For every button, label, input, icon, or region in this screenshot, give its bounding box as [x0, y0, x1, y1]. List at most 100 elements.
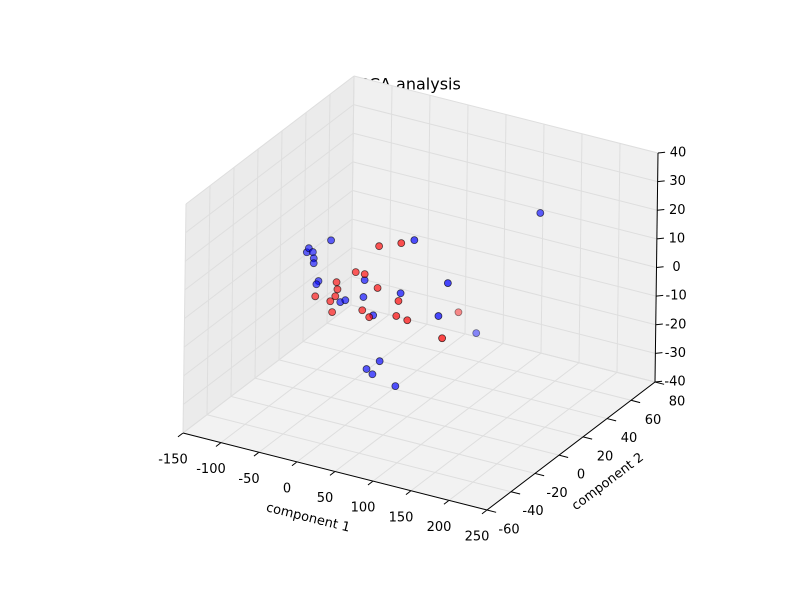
tick-mark: [655, 323, 663, 326]
grid-line: [326, 322, 632, 401]
z-tick-label: -40: [664, 375, 685, 390]
y-tick-label: -60: [498, 523, 519, 538]
data-point: [365, 313, 374, 322]
tick-mark: [177, 432, 184, 438]
data-point: [358, 306, 367, 315]
tick-mark: [291, 461, 298, 467]
x-axis-label: component 1: [264, 500, 351, 535]
grid-line: [182, 304, 352, 434]
x-tick-label: 50: [317, 491, 334, 506]
y-tick-label: 0: [577, 468, 585, 483]
grid-line: [258, 323, 428, 453]
data-point: [368, 370, 377, 379]
data-point: [360, 270, 369, 279]
data-point: [443, 279, 452, 288]
data-point: [359, 293, 368, 301]
tick-mark: [558, 454, 569, 458]
x-tick-label: 0: [283, 481, 291, 496]
data-point: [326, 297, 335, 306]
x-tick-label: -50: [238, 472, 259, 487]
data-point: [308, 248, 317, 256]
tick-mark: [654, 381, 665, 385]
tick-mark: [534, 472, 545, 477]
z-tick-label: 40: [670, 146, 687, 161]
grid-line: [185, 75, 355, 205]
data-point: [472, 329, 481, 338]
data-point: [309, 259, 318, 268]
y-tick-label: -40: [522, 504, 543, 519]
tick-mark: [253, 451, 260, 457]
y-tick-label: -20: [546, 486, 567, 501]
z-axis-line: [654, 152, 659, 383]
grid-line: [353, 132, 658, 211]
data-point: [397, 239, 406, 248]
tick-mark: [657, 180, 665, 183]
data-point: [536, 209, 545, 217]
x-tick-label: 200: [427, 520, 452, 535]
data-point: [454, 308, 463, 317]
tick-mark: [657, 151, 666, 154]
tick-mark: [655, 352, 663, 354]
data-point: [396, 289, 405, 298]
grid-line: [302, 341, 608, 420]
z-tick-label: 20: [669, 203, 686, 218]
data-point: [410, 236, 419, 245]
y-axis-line: [486, 381, 656, 511]
grid-line: [184, 132, 354, 262]
grid-line: [353, 104, 658, 183]
data-point: [351, 268, 360, 277]
tick-mark: [654, 380, 663, 383]
tick-mark: [367, 480, 374, 486]
z-tick-label: 0: [672, 260, 680, 275]
tick-mark: [656, 294, 664, 297]
data-point: [394, 297, 403, 305]
grid-line: [448, 371, 618, 501]
grid-line: [352, 218, 657, 297]
tick-mark: [656, 266, 664, 268]
data-point: [391, 382, 400, 391]
data-point: [373, 284, 382, 292]
data-point: [328, 308, 337, 316]
z-tick-label: -30: [665, 346, 686, 361]
z-tick-label: 30: [669, 174, 686, 189]
grid-line: [230, 395, 536, 474]
data-point: [438, 334, 447, 343]
tick-mark: [481, 509, 488, 515]
z-tick-label: 10: [669, 231, 686, 246]
data-point: [331, 292, 340, 301]
grid-line: [183, 247, 353, 377]
tick-mark: [510, 491, 521, 495]
grid-line: [184, 161, 354, 291]
grid-line: [334, 343, 504, 472]
grid-line: [372, 352, 542, 482]
grid-line: [350, 304, 656, 383]
x-axis-line: [182, 432, 488, 511]
data-point: [403, 316, 412, 325]
tick-mark: [443, 499, 450, 505]
tick-mark: [486, 509, 497, 513]
data-point: [333, 285, 342, 294]
z-tick-label: -20: [665, 317, 686, 332]
tick-mark: [630, 399, 641, 404]
tick-mark: [656, 237, 665, 240]
data-point: [332, 278, 341, 287]
tick-mark: [215, 442, 222, 447]
grid-line: [352, 161, 657, 240]
tick-mark: [657, 208, 665, 211]
y-tick-label: 80: [669, 395, 686, 410]
tick-mark: [606, 418, 617, 422]
tick-mark: [405, 490, 412, 495]
data-point: [327, 236, 335, 245]
x-tick-label: 100: [351, 501, 376, 516]
grid-line: [206, 414, 512, 493]
grid-line: [183, 275, 352, 405]
x-tick-label: -150: [158, 453, 188, 468]
z-tick-label: -10: [666, 289, 687, 304]
data-point: [375, 242, 384, 251]
data-point: [341, 296, 350, 305]
data-point: [362, 365, 371, 373]
y-tick-label: 40: [621, 431, 638, 446]
data-point: [312, 280, 321, 289]
